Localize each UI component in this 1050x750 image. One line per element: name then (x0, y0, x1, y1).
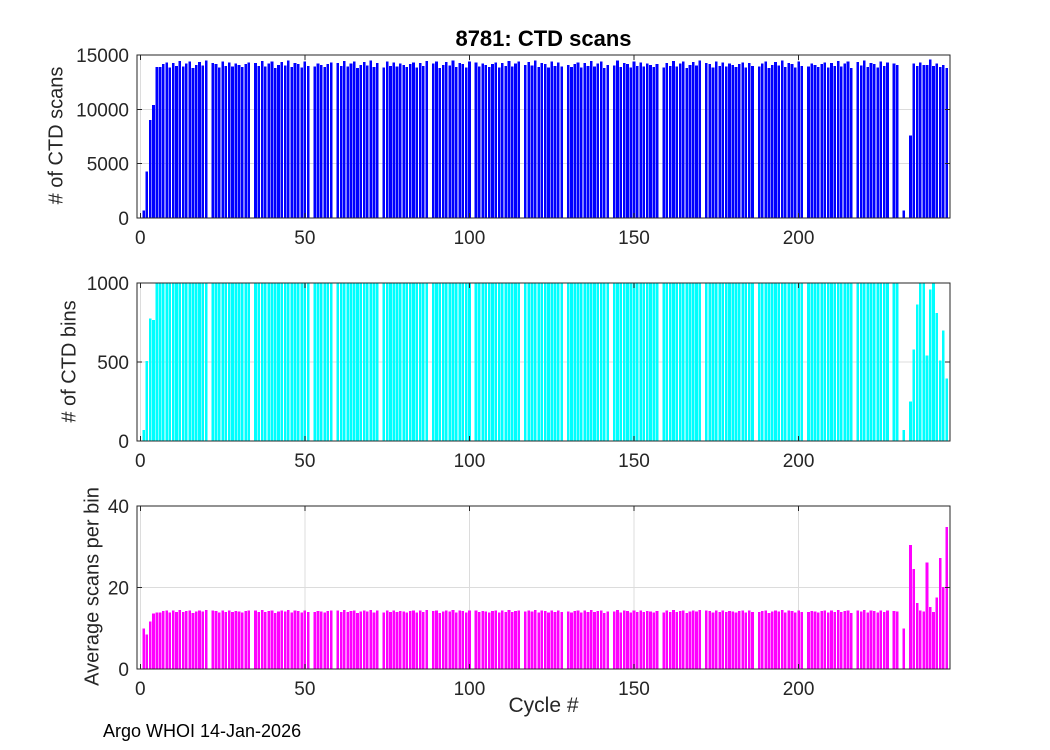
subplot-ctd-scans: 0 5000 10000 15000 0 50 100 150 200 (76, 46, 951, 249)
y-tick-label: 0 (118, 209, 129, 230)
x-tick-label: 100 (454, 679, 486, 700)
x-tick-label: 100 (454, 228, 486, 249)
x-tick-label: 0 (135, 228, 146, 249)
x-tick-label: 200 (783, 228, 815, 249)
y-tick-label: 500 (97, 353, 129, 374)
x-tick-label: 50 (294, 228, 315, 249)
y-tick-label: 5000 (87, 155, 129, 176)
x-tick-label: 200 (783, 451, 815, 472)
subplot-avg-scans-per-bin: 0 20 40 0 50 100 150 200 (108, 497, 951, 700)
y-tick-label: 0 (118, 660, 129, 681)
x-tick-label: 50 (294, 451, 315, 472)
x-tick-label: 50 (294, 679, 315, 700)
y-tick-label: 1000 (87, 274, 129, 295)
y-tick-label: 10000 (76, 100, 129, 121)
y-axis-label-avg: Average scans per bin (81, 487, 104, 686)
x-tick-label: 200 (783, 679, 815, 700)
x-tick-label: 100 (454, 451, 486, 472)
x-tick-label: 0 (135, 679, 146, 700)
y-tick-label: 0 (118, 432, 129, 453)
subplot-ctd-bins: 0 500 1000 0 50 100 150 200 (87, 274, 951, 472)
x-tick-label: 0 (135, 451, 146, 472)
x-tick-label: 150 (618, 451, 650, 472)
y-tick-label: 40 (108, 497, 129, 518)
x-tick-label: 150 (618, 679, 650, 700)
y-tick-label: 15000 (76, 46, 129, 67)
x-tick-label: 150 (618, 228, 650, 249)
footer-annotation: Argo WHOI 14-Jan-2026 (103, 721, 302, 741)
chart-title: 8781: CTD scans (455, 26, 632, 51)
x-axis-label: Cycle # (508, 694, 579, 717)
y-axis-label-bins: # of CTD bins (58, 300, 81, 423)
y-tick-label: 20 (108, 579, 129, 600)
